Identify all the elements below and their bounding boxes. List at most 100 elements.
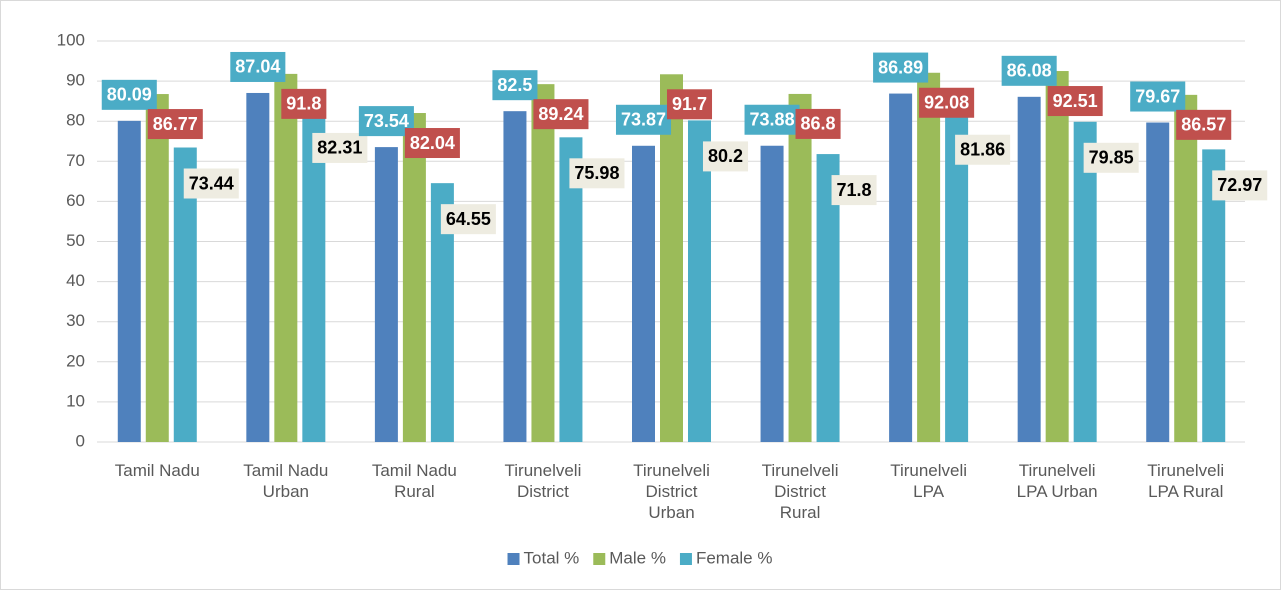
- y-tick-label: 50: [66, 231, 85, 250]
- legend-swatch: [507, 553, 520, 565]
- data-label: 86.57: [1176, 109, 1232, 140]
- bar: [117, 120, 141, 442]
- data-label: 73.54: [358, 106, 414, 137]
- data-label-text: 64.55: [446, 209, 491, 229]
- bar: [559, 137, 583, 443]
- data-label-text: 92.08: [924, 93, 969, 113]
- data-label-text: 82.31: [317, 138, 362, 158]
- data-label: 80.2: [702, 141, 749, 172]
- data-label-box: [1176, 109, 1232, 140]
- data-label: 75.98: [569, 158, 625, 189]
- data-label-text: 91.7: [672, 94, 707, 114]
- data-label-box: [404, 128, 460, 159]
- data-label-text: 82.5: [497, 75, 532, 95]
- data-label-text: 81.86: [960, 139, 1005, 159]
- bar: [760, 145, 784, 442]
- legend-swatch: [679, 553, 692, 565]
- data-label-box: [230, 51, 286, 82]
- bar: [531, 84, 555, 443]
- bar: [430, 183, 454, 443]
- bar: [1017, 96, 1041, 442]
- x-tick-label: Tamil Nadu Urban: [243, 461, 329, 501]
- data-label: 92.08: [919, 87, 975, 118]
- x-tick-label: Tirunelveli District: [504, 461, 582, 501]
- data-label-box: [1212, 170, 1268, 201]
- data-label-box: [358, 106, 414, 137]
- x-tick-label: Tirunelveli District Rural: [761, 461, 839, 522]
- x-tick-label: Tirunelveli LPA: [890, 461, 968, 501]
- data-label-text: 86.08: [1007, 61, 1052, 81]
- data-label-text: 75.98: [574, 163, 619, 183]
- data-label: 71.8: [831, 175, 877, 206]
- data-label-box: [831, 175, 877, 206]
- bar: [246, 92, 270, 442]
- data-label-text: 73.88: [750, 109, 795, 129]
- data-label-text: 73.54: [364, 111, 409, 131]
- data-label-box: [1130, 81, 1186, 112]
- data-label-box: [795, 108, 841, 139]
- data-label-text: 80.2: [708, 146, 743, 166]
- y-tick-label: 10: [66, 391, 85, 410]
- data-label-box: [955, 134, 1011, 165]
- data-label: 82.31: [312, 132, 368, 163]
- data-label: 80.09: [101, 79, 157, 110]
- data-label: 82.5: [492, 70, 538, 101]
- data-label: 73.87: [615, 104, 672, 135]
- data-label: 72.97: [1212, 170, 1268, 201]
- data-label-text: 73.87: [621, 110, 666, 130]
- data-label: 73.44: [183, 168, 239, 199]
- data-label-text: 86.77: [153, 114, 198, 134]
- data-label: 64.55: [440, 204, 496, 235]
- x-tick-label: Tamil Nadu: [114, 461, 200, 480]
- data-label: 73.88: [744, 104, 800, 135]
- data-label-box: [147, 109, 203, 140]
- bar: [688, 120, 711, 442]
- bar: [374, 147, 398, 442]
- data-label: 86.77: [147, 109, 203, 140]
- data-label-text: 86.89: [878, 57, 923, 77]
- data-label-box: [533, 99, 589, 130]
- data-label: 87.04: [230, 51, 286, 82]
- bar: [889, 93, 913, 442]
- data-label-text: 80.09: [107, 85, 152, 105]
- data-label-text: 86.8: [801, 114, 836, 134]
- bar: [1045, 71, 1069, 442]
- legend-label: Male %: [609, 548, 666, 567]
- data-label-box: [312, 132, 368, 163]
- data-label-text: 87.04: [235, 57, 280, 77]
- data-label: 86.8: [795, 108, 841, 139]
- bar: [632, 145, 655, 442]
- data-label: 89.24: [533, 99, 589, 130]
- data-label: 91.7: [666, 89, 713, 120]
- bar: [1073, 121, 1097, 442]
- data-label-box: [1001, 55, 1057, 86]
- x-tick-label: Tirunelveli LPA Rural: [1147, 461, 1225, 501]
- y-tick-label: 70: [66, 151, 85, 170]
- legend-label: Total %: [524, 548, 580, 567]
- data-label-text: 71.8: [837, 180, 872, 200]
- data-label-box: [702, 141, 749, 172]
- data-label-box: [101, 79, 157, 110]
- y-tick-label: 100: [57, 30, 85, 49]
- bar: [660, 74, 683, 443]
- data-label: 82.04: [404, 128, 460, 159]
- data-label: 86.08: [1001, 55, 1057, 86]
- data-label: 81.86: [955, 134, 1011, 165]
- bar: [302, 111, 326, 443]
- x-tick-label: Tamil Nadu Rural: [371, 461, 457, 501]
- bar: [1202, 149, 1226, 442]
- bar: [1146, 122, 1170, 442]
- data-label-text: 72.97: [1217, 175, 1262, 195]
- bar: [788, 93, 812, 442]
- data-label-box: [281, 88, 327, 119]
- bar: [917, 72, 941, 442]
- y-tick-label: 80: [66, 111, 85, 130]
- x-tick-label: Tirunelveli LPA Urban: [1016, 461, 1098, 501]
- data-label-box: [183, 168, 239, 199]
- y-tick-label: 60: [66, 191, 85, 210]
- legend-label: Female %: [696, 548, 773, 567]
- data-label-box: [744, 104, 800, 135]
- bar: [945, 113, 969, 443]
